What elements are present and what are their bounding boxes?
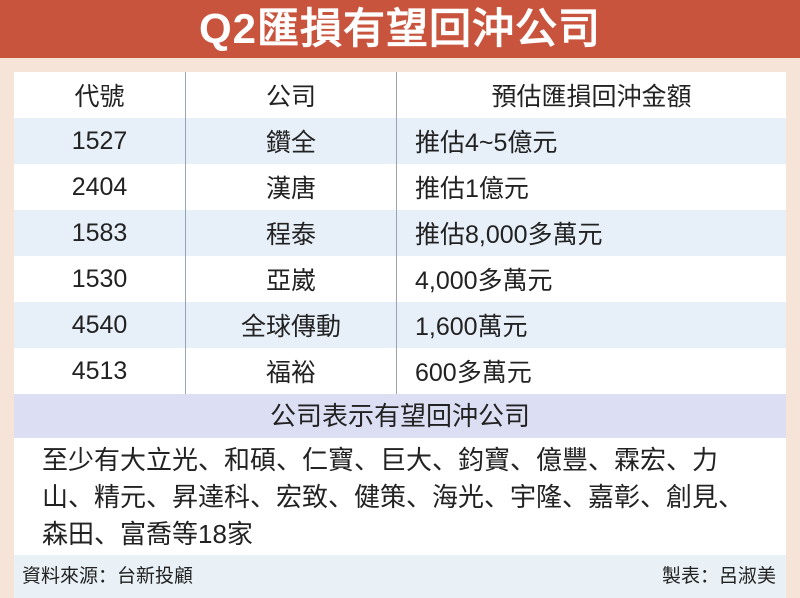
cell-amount: 1,600萬元 [396, 302, 786, 348]
table-row: 1530 亞崴 4,000多萬元 [14, 256, 786, 302]
cell-company: 福裕 [185, 348, 397, 394]
subheading: 公司表示有望回沖公司 [14, 394, 786, 438]
cell-company: 漢唐 [185, 164, 397, 210]
table-row: 2404 漢唐 推估1億元 [14, 164, 786, 210]
author-note: 製表：呂淑美 [661, 566, 776, 587]
page-title: Q2匯損有望回沖公司 [0, 0, 800, 58]
table-row: 4513 福裕 600多萬元 [14, 348, 786, 394]
footer: 資料來源：台新投顧 製表：呂淑美 [14, 555, 786, 598]
cell-code: 1583 [14, 210, 186, 256]
cell-code: 1527 [14, 118, 186, 164]
cell-amount: 4,000多萬元 [396, 256, 786, 302]
cell-amount: 推估1億元 [396, 164, 786, 210]
cell-amount: 600多萬元 [396, 348, 786, 394]
cell-amount: 推估4~5億元 [396, 118, 786, 164]
cell-code: 1530 [14, 256, 186, 302]
source-note: 資料來源：台新投顧 [22, 566, 194, 587]
table-header-row: 代號 公司 預估匯損回沖金額 [14, 72, 786, 118]
table-row: 1583 程泰 推估8,000多萬元 [14, 210, 786, 256]
cell-company: 鑽全 [185, 118, 397, 164]
cell-company: 全球傳動 [185, 302, 397, 348]
cell-amount: 推估8,000多萬元 [396, 210, 786, 256]
header-code: 代號 [14, 72, 186, 118]
company-list: 至少有大立光、和碩、仁寶、巨大、鈞寶、億豐、霖宏、力山、精元、昇達科、宏致、健策… [14, 438, 786, 555]
cell-code: 4513 [14, 348, 186, 394]
cell-code: 2404 [14, 164, 186, 210]
header-amount: 預估匯損回沖金額 [396, 72, 786, 118]
cell-company: 亞崴 [185, 256, 397, 302]
header-company: 公司 [185, 72, 397, 118]
table-panel: 代號 公司 預估匯損回沖金額 1527 鑽全 推估4~5億元 2404 漢唐 推估1億元 1… [14, 72, 786, 598]
table-row: 1527 鑽全 推估4~5億元 [14, 118, 786, 164]
cell-code: 4540 [14, 302, 186, 348]
table-row: 4540 全球傳動 1,600萬元 [14, 302, 786, 348]
data-table: 代號 公司 預估匯損回沖金額 1527 鑽全 推估4~5億元 2404 漢唐 推估1億元 1… [14, 72, 786, 394]
cell-company: 程泰 [185, 210, 397, 256]
